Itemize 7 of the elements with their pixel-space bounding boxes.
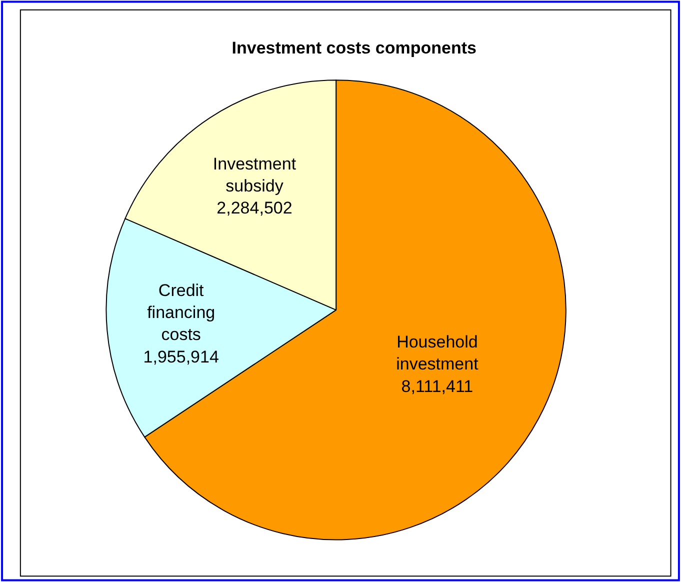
slice-label: Investment subsidy — [212, 154, 296, 196]
slice-label: Household investment — [396, 332, 479, 374]
data-label: 8,111,411 — [401, 376, 474, 396]
data-label: 1,955,914 — [143, 347, 219, 366]
slice-label: Credit financing costs — [147, 281, 216, 344]
chart-title: Investment costs components — [232, 38, 476, 58]
data-label: 2,284,502 — [216, 198, 292, 218]
